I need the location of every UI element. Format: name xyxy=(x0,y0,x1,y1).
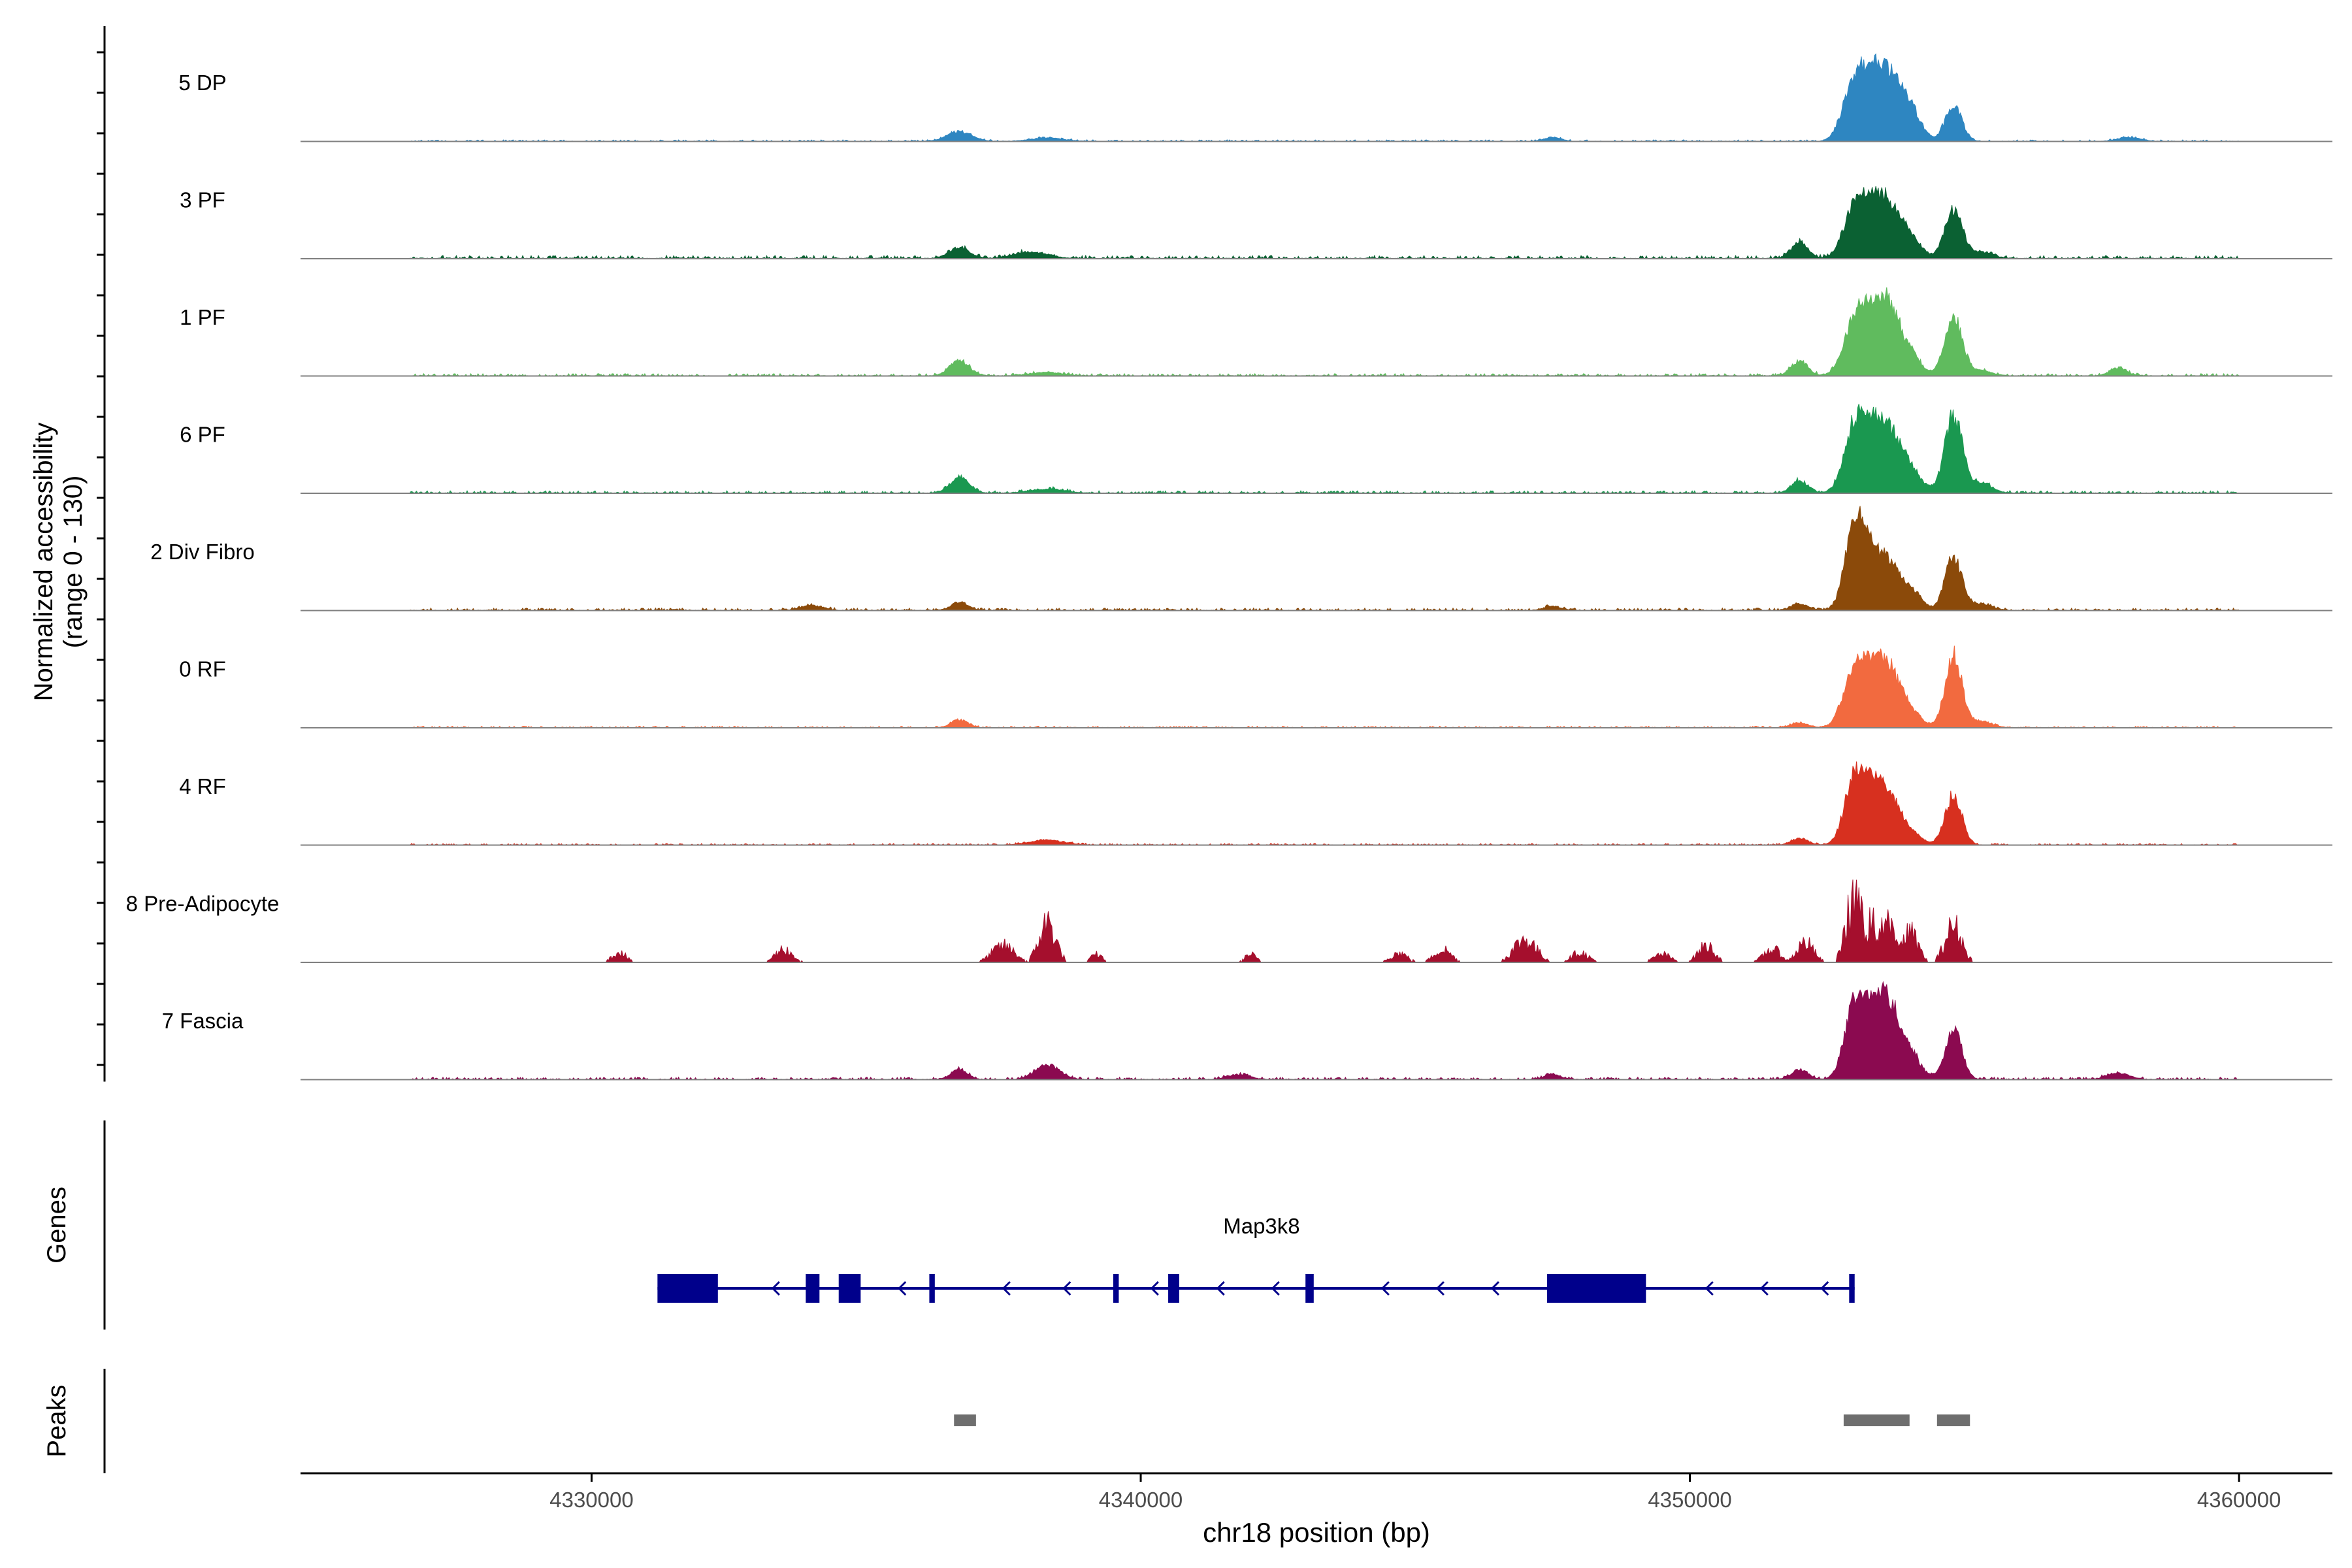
track-label: 7 Fascia xyxy=(162,1009,244,1033)
peak-regions xyxy=(954,1414,1970,1426)
peak-region xyxy=(1936,1414,1970,1426)
coverage-area xyxy=(410,981,2240,1081)
x-tick-label: 4340000 xyxy=(1099,1488,1183,1512)
peaks-panel-title: Peaks xyxy=(42,1384,71,1457)
strand-arrow xyxy=(1002,1281,1011,1296)
strand-arrow xyxy=(1271,1281,1280,1296)
strand-arrow xyxy=(771,1281,780,1296)
gene-exon xyxy=(838,1274,861,1303)
gene-exon xyxy=(1168,1274,1179,1303)
y-axis-title: Normalized accessibility xyxy=(29,423,58,702)
x-tick-label: 4350000 xyxy=(1648,1488,1731,1512)
strand-arrow xyxy=(1490,1281,1500,1296)
strand-arrow xyxy=(1150,1281,1159,1296)
coverage-y-axis xyxy=(97,26,106,1082)
coverage-area xyxy=(410,186,2240,259)
coverage-area xyxy=(410,761,2240,846)
coverage-area xyxy=(410,645,2240,728)
track-label: 3 PF xyxy=(180,188,225,212)
track-4-rf: 4 RF xyxy=(179,761,2332,846)
gene-exon xyxy=(806,1274,820,1303)
track-8-pre-adipocyte: 8 Pre-Adipocyte xyxy=(126,879,2332,964)
gene-exon xyxy=(657,1274,718,1303)
strand-arrow xyxy=(898,1281,907,1296)
track-1-pf: 1 PF xyxy=(180,287,2332,377)
coverage-area xyxy=(410,53,2240,142)
track-2-div-fibro: 2 Div Fibro xyxy=(150,506,2332,612)
coverage-tracks: 5 DP 3 PF 1 PF 6 PF 2 Div Fibro 0 RF 4 RF 8 Pre… xyxy=(126,53,2332,1081)
track-6-pf: 6 PF xyxy=(180,403,2332,495)
coverage-area xyxy=(410,879,2240,964)
track-7-fascia: 7 Fascia xyxy=(162,981,2332,1081)
track-label: 5 DP xyxy=(178,71,226,95)
track-label: 1 PF xyxy=(180,305,225,329)
gene-exon xyxy=(929,1274,935,1303)
coverage-area xyxy=(410,506,2240,612)
genes-panel-title: Genes xyxy=(42,1186,71,1264)
strand-arrow xyxy=(1705,1281,1714,1296)
x-axis-title: chr18 position (bp) xyxy=(1203,1517,1430,1548)
x-tick-label: 4360000 xyxy=(2197,1488,2281,1512)
track-label: 2 Div Fibro xyxy=(150,540,255,564)
y-axis-range-note: (range 0 - 130) xyxy=(59,476,88,649)
peak-region xyxy=(954,1414,976,1426)
strand-arrow xyxy=(1820,1281,1829,1296)
gene-exon xyxy=(1113,1274,1119,1303)
track-label: 4 RF xyxy=(179,774,226,798)
coverage-area xyxy=(410,287,2240,377)
strand-arrow xyxy=(1216,1281,1225,1296)
gene-exon xyxy=(1849,1274,1855,1303)
gene-exon xyxy=(1547,1274,1646,1303)
track-label: 8 Pre-Adipocyte xyxy=(126,892,280,916)
gene-exon xyxy=(1305,1274,1314,1303)
track-5-dp: 5 DP xyxy=(178,53,2332,142)
track-3-pf: 3 PF xyxy=(180,186,2332,259)
gene-model: Map3k8 xyxy=(657,1214,1855,1303)
peak-region xyxy=(1843,1414,1910,1426)
strand-arrow xyxy=(1380,1281,1390,1296)
track-label: 0 RF xyxy=(179,657,226,681)
strand-arrow xyxy=(1759,1281,1769,1296)
strand-arrow xyxy=(1435,1281,1445,1296)
x-axis-ticks: 4330000 4340000 4350000 4360000 xyxy=(549,1473,2281,1512)
coverage-area xyxy=(410,403,2240,495)
strand-arrow xyxy=(1062,1281,1071,1296)
track-0-rf: 0 RF xyxy=(179,645,2332,728)
x-tick-label: 4330000 xyxy=(549,1488,633,1512)
gene-name: Map3k8 xyxy=(1223,1214,1299,1238)
track-label: 6 PF xyxy=(180,423,225,447)
